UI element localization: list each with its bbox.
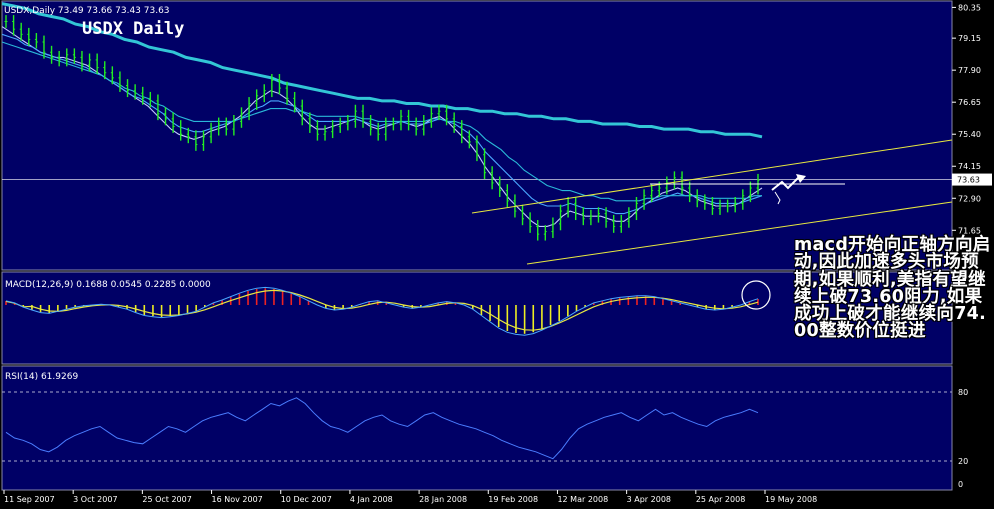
chart-header: USDX,Daily 73.49 73.66 73.43 73.63 <box>4 6 170 16</box>
ma-line-ema-200 <box>1 2 763 139</box>
time-tick-label: 19 Feb 2008 <box>488 495 538 504</box>
price-tick-label: 71.65 <box>958 226 981 235</box>
main-price-panel <box>1 2 953 265</box>
last-price-box <box>952 173 992 186</box>
time-tick-label: 10 Dec 2007 <box>281 495 332 504</box>
rsi-level-label: 0 <box>958 480 963 489</box>
rsi-panel: 80 20 0 <box>2 388 968 489</box>
price-tick-label: 77.90 <box>958 66 981 75</box>
up-arrow <box>771 175 801 191</box>
time-axis: 11 Sep 2007 3 Oct 2007 25 Oct 2007 16 Nov 2… <box>3 490 817 504</box>
panel-bg-1 <box>1 271 953 365</box>
price-tick-label: 74.15 <box>958 162 981 171</box>
price-tick-label: 80.35 <box>958 3 981 12</box>
chart-title: USDX Daily <box>82 19 184 39</box>
macd-label: MACD(12,26,9) 0.1688 0.0545 0.2285 0.000… <box>5 280 211 290</box>
upper-trendline <box>471 139 953 214</box>
time-tick-label: 25 Apr 2008 <box>696 495 745 504</box>
up-arrow-head <box>796 174 806 183</box>
ma-line-ema-mid <box>1 33 763 215</box>
macd-panel <box>5 280 771 336</box>
ma-line-ema-slow <box>1 41 762 202</box>
rsi-line <box>5 397 759 460</box>
time-tick-label: 28 Jan 2008 <box>419 495 467 504</box>
price-tick-label: 72.90 <box>958 194 981 203</box>
time-tick-label: 11 Sep 2007 <box>4 495 55 504</box>
rsi-label: RSI(14) 61.9269 <box>5 372 78 382</box>
time-tick-label: 25 Oct 2007 <box>142 495 191 504</box>
price-axis: 80.35 79.15 77.90 76.65 75.40 74.15 72.90 71.65… <box>952 3 992 235</box>
time-tick-label: 3 Oct 2007 <box>73 495 117 504</box>
price-tick-label: 75.40 <box>958 130 981 139</box>
price-tick-label: 79.15 <box>958 34 981 43</box>
last-price-label: 73.63 <box>957 176 980 185</box>
lower-trendline <box>526 201 953 265</box>
time-tick-label: 12 Mar 2008 <box>557 495 608 504</box>
macd-highlight-circle <box>741 280 771 310</box>
price-tick-label: 76.65 <box>958 98 981 107</box>
macd-main-line <box>5 286 759 336</box>
rsi-level-label: 20 <box>958 457 968 466</box>
analysis-annotation: macd开始向正轴方向启动,因此加速多头市场预期,如果顺利,美指有望继续上破73… <box>794 235 991 342</box>
time-tick-label: 16 Nov 2007 <box>212 495 263 504</box>
macd-signal-line <box>5 289 759 331</box>
panel-bg-2 <box>1 365 953 491</box>
time-tick-label: 4 Jan 2008 <box>350 495 393 504</box>
time-tick-label: 19 May 2008 <box>765 495 817 504</box>
rsi-level-label: 80 <box>958 388 968 397</box>
down-arrow <box>774 191 781 205</box>
time-tick-label: 3 Apr 2008 <box>627 495 671 504</box>
